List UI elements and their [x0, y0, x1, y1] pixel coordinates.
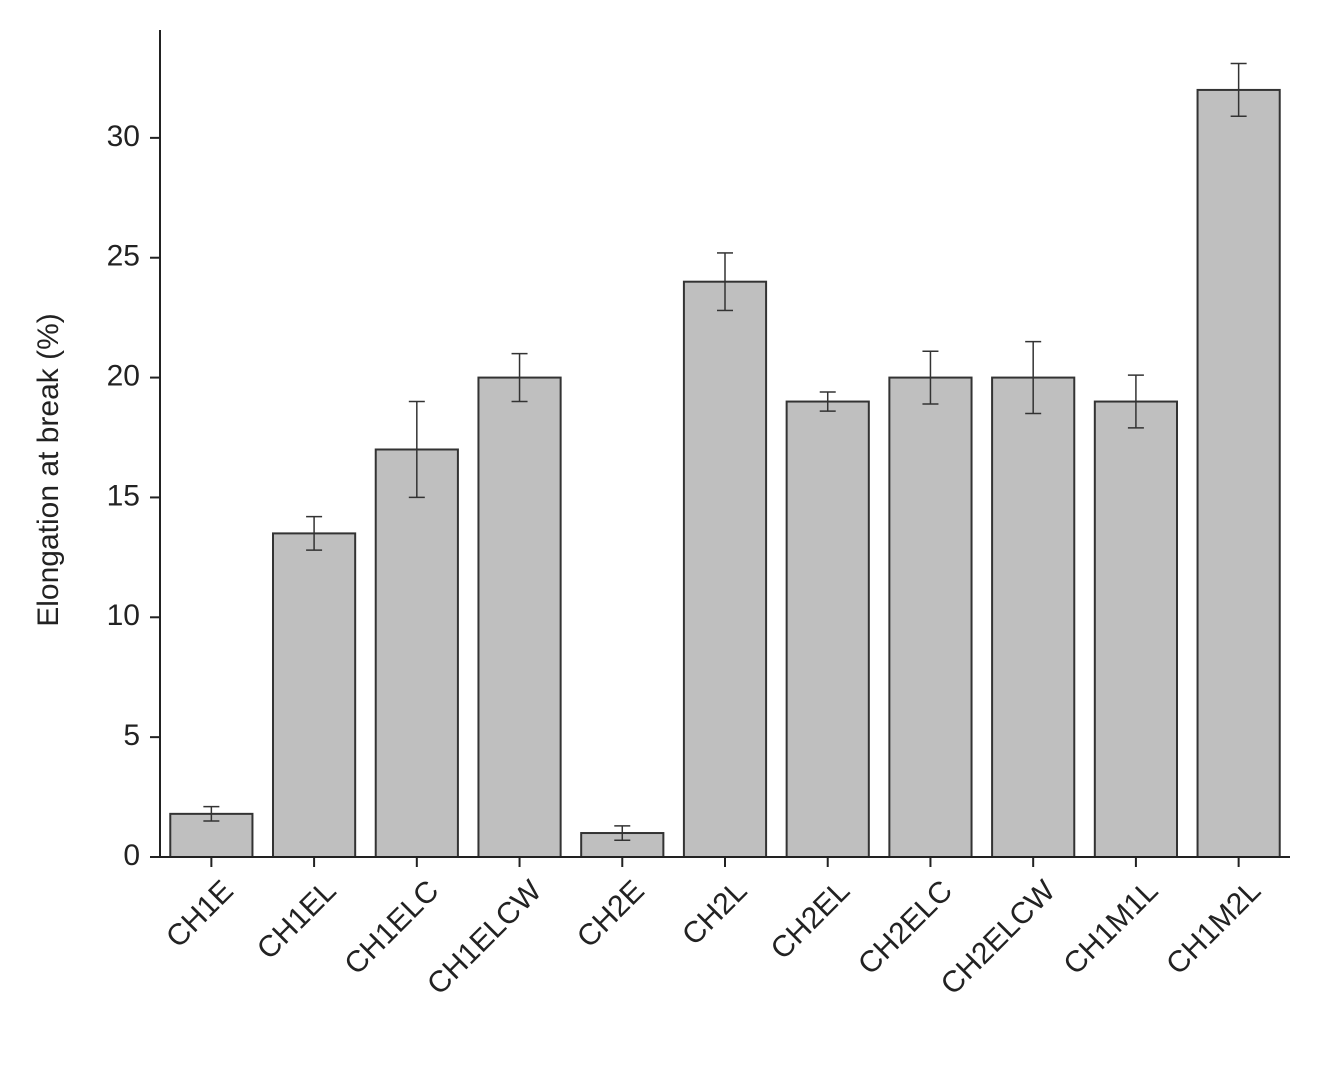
- x-tick-label: CH2ELC: [852, 874, 959, 981]
- error-bar: [408, 400, 425, 499]
- y-axis-label: Elongation at break (%): [32, 313, 65, 627]
- error-bar: [614, 825, 631, 841]
- x-tick-label: CH1ELC: [338, 874, 445, 981]
- x-tick-label: CH2L: [676, 874, 754, 952]
- error-bar: [1230, 62, 1247, 118]
- x-tick-label: CH1M2L: [1160, 874, 1267, 981]
- y-tick-label: 20: [107, 360, 140, 393]
- bar: [374, 448, 459, 858]
- bar: [888, 376, 973, 858]
- bar: [1196, 88, 1281, 858]
- error-bar: [1127, 374, 1144, 429]
- x-tick-label: CH1E: [160, 874, 240, 954]
- bar: [682, 280, 768, 858]
- error-bar: [1025, 340, 1042, 415]
- error-bar: [922, 350, 939, 405]
- y-tick-label: 10: [107, 599, 140, 632]
- y-tick-label: 0: [123, 839, 140, 872]
- bar: [272, 532, 357, 858]
- x-tick-label: CH1EL: [251, 874, 343, 966]
- error-bar: [717, 252, 733, 312]
- bar: [477, 376, 562, 858]
- x-tick-label: CH1M1L: [1057, 874, 1164, 981]
- bar: [1093, 400, 1179, 858]
- y-tick-label: 30: [107, 120, 140, 153]
- x-tick-label: CH2EL: [765, 874, 857, 966]
- y-tick-label: 15: [107, 479, 140, 512]
- bar: [991, 376, 1076, 858]
- error-bar: [203, 805, 220, 822]
- y-tick-label: 5: [123, 719, 140, 752]
- error-bar: [511, 352, 528, 403]
- y-tick-label: 25: [107, 240, 140, 273]
- x-tick-label: CH2E: [571, 874, 651, 954]
- bar: [785, 400, 870, 858]
- error-bar: [819, 391, 836, 412]
- error-bar: [306, 515, 323, 551]
